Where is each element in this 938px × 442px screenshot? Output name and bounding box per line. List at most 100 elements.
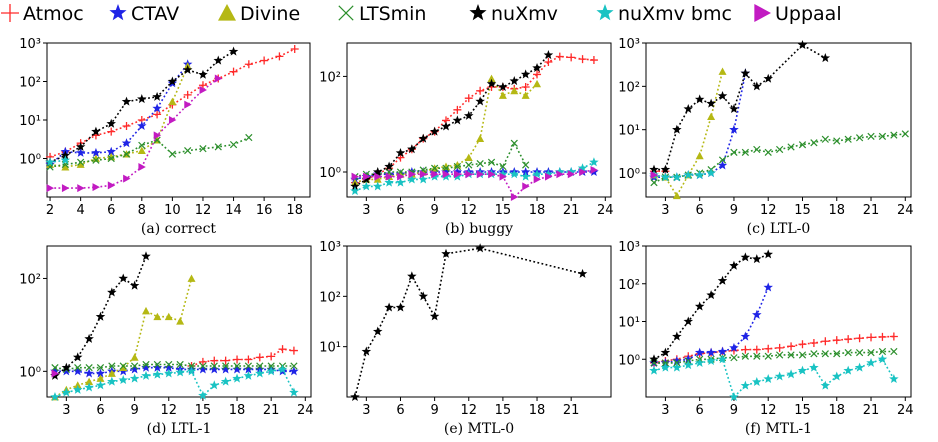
data-point <box>763 282 773 292</box>
data-point <box>544 58 553 67</box>
plot-frame <box>346 245 612 398</box>
data-point <box>176 360 184 369</box>
data-point <box>556 170 564 179</box>
data-point <box>866 357 876 367</box>
data-point <box>187 362 196 370</box>
x-tick-label: 3 <box>362 203 370 218</box>
data-point <box>137 94 147 104</box>
data-point <box>222 362 230 370</box>
data-point <box>95 368 106 378</box>
data-point <box>752 254 762 264</box>
data-point <box>487 74 496 82</box>
data-point <box>717 275 728 285</box>
data-point <box>397 172 405 181</box>
data-point <box>107 127 116 136</box>
data-point <box>210 356 219 365</box>
y-tick-label: 10² <box>19 272 41 287</box>
data-point <box>706 355 716 366</box>
data-point <box>233 362 241 370</box>
data-point <box>119 362 127 370</box>
data-point <box>228 46 239 56</box>
data-point <box>418 291 428 301</box>
data-point <box>289 346 298 355</box>
data-point <box>821 135 829 143</box>
series-line <box>653 335 894 364</box>
data-point <box>520 167 531 177</box>
x-tick-label: 12 <box>160 403 177 418</box>
x-tick-label: 6 <box>96 403 104 418</box>
x-tick-label: 18 <box>529 203 546 218</box>
data-point <box>50 392 60 402</box>
data-point <box>209 380 220 390</box>
data-point <box>452 167 463 177</box>
data-point <box>753 145 761 154</box>
data-point <box>442 170 450 179</box>
data-point <box>107 287 117 297</box>
series-line <box>653 253 769 360</box>
data-point <box>521 91 530 99</box>
star-icon <box>469 4 487 21</box>
data-point <box>487 158 496 166</box>
x-tick-label: 9 <box>130 403 138 418</box>
y-tick-label: 10⁰ <box>618 353 640 368</box>
series-uppaal <box>351 166 598 201</box>
data-point <box>198 390 208 400</box>
data-point <box>229 67 238 76</box>
data-point <box>385 172 394 181</box>
x-tick-label: 10 <box>164 203 181 218</box>
data-point <box>142 306 150 315</box>
data-point <box>890 347 898 356</box>
series-nuxmv <box>350 50 554 191</box>
series-nuxmv <box>350 243 588 402</box>
legend-label: nuXmv bmc <box>618 3 732 25</box>
data-point <box>486 78 497 88</box>
data-point <box>809 338 818 347</box>
data-point <box>499 162 507 171</box>
data-point <box>289 387 299 397</box>
data-point <box>729 260 739 270</box>
panel-caption: (e) MTL-0 <box>444 421 514 437</box>
data-point <box>717 354 728 364</box>
x-tick-label: 12 <box>460 203 477 218</box>
series-line <box>354 141 527 178</box>
y-tick-label: 10² <box>618 80 640 95</box>
data-point <box>164 312 173 321</box>
chart-panel: 3 6 9 12 15 18 21 24 10⁰ 10¹ 10² 10³ (c) LTL-0 <box>618 37 913 237</box>
data-point <box>729 104 739 114</box>
x-tick-label: 14 <box>225 203 242 218</box>
data-point <box>165 360 173 369</box>
data-point <box>453 105 462 114</box>
data-point <box>889 373 899 384</box>
data-point <box>660 362 671 372</box>
data-point <box>660 164 671 174</box>
data-point <box>130 362 139 370</box>
data-point <box>798 351 807 359</box>
data-point <box>214 74 223 83</box>
data-point <box>520 171 531 181</box>
data-point <box>555 167 565 177</box>
data-point <box>107 369 116 377</box>
y-tick-label: 10¹ <box>618 316 640 331</box>
y-tick-label: 10² <box>319 290 341 305</box>
data-point <box>672 124 682 134</box>
data-point <box>832 371 842 381</box>
data-point <box>683 316 694 326</box>
data-point <box>61 184 70 193</box>
data-point <box>718 67 727 75</box>
x-tick-label: 3 <box>661 203 669 218</box>
data-point <box>255 368 265 378</box>
data-point <box>186 366 197 376</box>
data-point <box>476 134 485 142</box>
data-point <box>707 112 716 121</box>
x-tick-label: 9 <box>730 403 738 418</box>
data-point <box>51 364 59 372</box>
panel-caption: (a) correct <box>141 221 217 237</box>
legend-label: nuXmv <box>491 3 558 25</box>
data-point <box>683 104 694 114</box>
plot-frame <box>46 42 311 198</box>
legend-entry-ctav: CTAV <box>109 3 179 25</box>
data-point <box>509 169 520 179</box>
data-point <box>91 147 101 157</box>
data-point <box>567 170 576 179</box>
